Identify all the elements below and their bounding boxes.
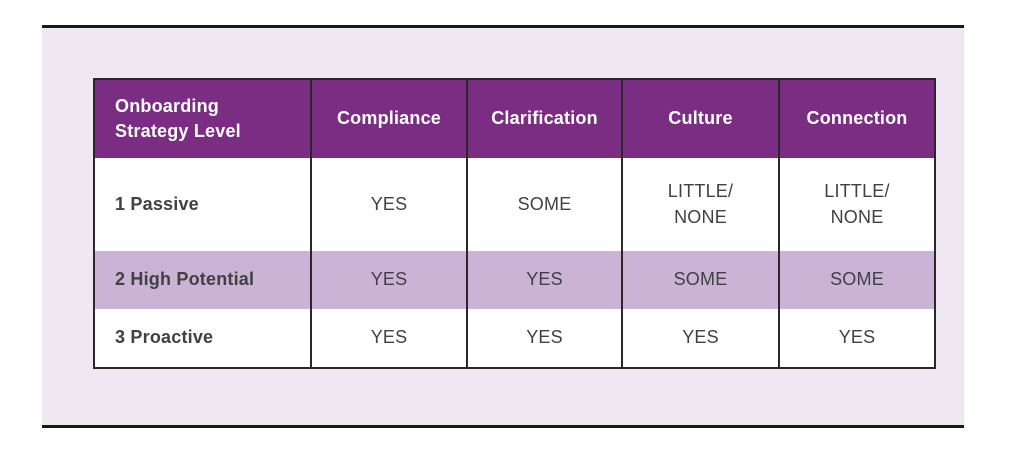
header-cell-compliance: Compliance xyxy=(310,79,467,158)
table-row-proactive: 3 Proactive YES YES YES YES xyxy=(94,309,935,368)
cell-value: YES xyxy=(310,309,467,368)
cell-value: SOME xyxy=(778,251,935,309)
row-label: 3 Proactive xyxy=(115,327,214,348)
row-label: 2 High Potential xyxy=(115,269,255,290)
table-row-high-potential: 2 High Potential YES YES SOME SOME xyxy=(94,251,935,309)
header-cell-strategy-level: Onboarding Strategy Level xyxy=(94,79,311,158)
cell-value: YES xyxy=(466,309,622,368)
header-cell-culture: Culture xyxy=(621,79,779,158)
cell-value: LITTLE/ NONE xyxy=(621,158,779,251)
cell-value: SOME xyxy=(621,251,779,309)
row-label: 1 Passive xyxy=(115,193,199,214)
cell-value: SOME xyxy=(466,158,622,251)
header-cell-connection: Connection xyxy=(778,79,935,158)
onboarding-strategy-table: Onboarding Strategy Level Compliance Cla… xyxy=(93,78,936,369)
cell-value: YES xyxy=(621,309,779,368)
header-cell-clarification: Clarification xyxy=(466,79,622,158)
cell-value: YES xyxy=(466,251,622,309)
header-row: Onboarding Strategy Level Compliance Cla… xyxy=(94,79,935,158)
cell-value: YES xyxy=(310,158,467,251)
table-row-passive: 1 Passive YES SOME LITTLE/ NONE LITTLE/ … xyxy=(94,158,935,251)
cell-value: LITTLE/ NONE xyxy=(778,158,935,251)
cell-value: YES xyxy=(310,251,467,309)
cell-value: YES xyxy=(778,309,935,368)
